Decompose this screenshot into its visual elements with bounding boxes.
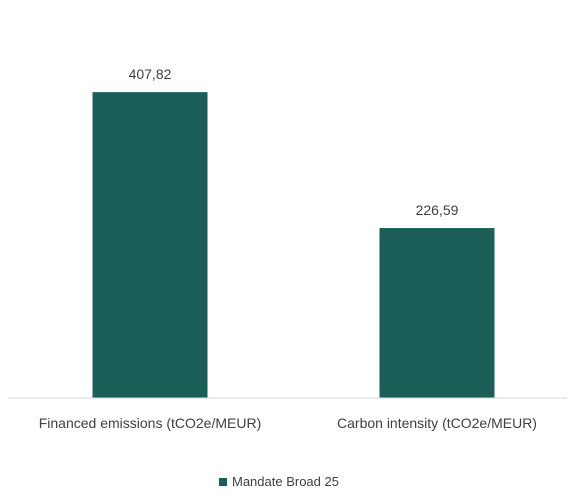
legend-swatch <box>219 478 227 486</box>
bars-layer <box>92 92 495 398</box>
category-label-1: Financed emissions (tCO2e/MEUR) <box>39 415 262 431</box>
bar-1 <box>92 92 208 398</box>
value-labels-layer: 407,82 226,59 <box>129 66 459 218</box>
legend: Mandate Broad 25 <box>219 474 339 489</box>
bar-value-label-1: 407,82 <box>129 66 172 82</box>
bar-2 <box>379 228 495 398</box>
bar-value-label-2: 226,59 <box>416 202 459 218</box>
category-label-2: Carbon intensity (tCO2e/MEUR) <box>337 415 537 431</box>
category-labels-layer: Financed emissions (tCO2e/MEUR) Carbon in… <box>39 415 537 431</box>
legend-label: Mandate Broad 25 <box>232 474 339 489</box>
